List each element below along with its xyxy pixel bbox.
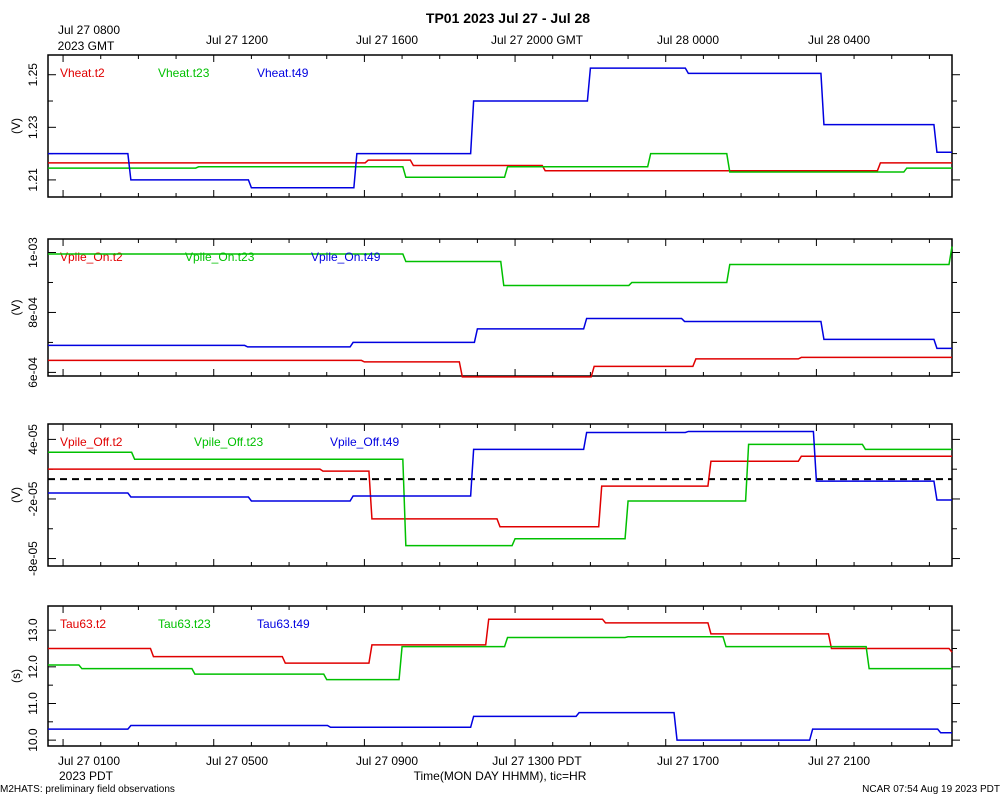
y-tick-label: 13.0 [26, 618, 40, 642]
legend-label-Tau63.t23: Tau63.t23 [158, 617, 211, 631]
series-line-Tau63.t23 [48, 636, 952, 681]
plot-frame [47, 423, 953, 567]
series-line-Vpile_On.t23 [48, 246, 953, 287]
y-tick-label: 8e-04 [26, 297, 40, 328]
footer-left: M2HATS: preliminary field observations [0, 784, 175, 795]
series-line-Vpile_On.t49 [48, 317, 952, 350]
panel-3: -8e-05 -2e-05 4e-05 (V) Vpile_Off.t2 Vpile_Of… [9, 423, 960, 576]
bottom-tick-label: Jul 27 1300 PDT [492, 754, 582, 768]
plot-frame [47, 238, 953, 377]
bottom-tick-label: Jul 27 1700 [657, 754, 719, 768]
y-tick-label: 6e-04 [26, 357, 40, 388]
legend-label-Vpile_On.t2: Vpile_On.t2 [60, 250, 123, 264]
top-axis-sublabel: 2023 GMT [58, 39, 115, 53]
series-line-Vpile_Off.t49 [48, 430, 952, 502]
y-tick-label: 12.0 [26, 655, 40, 679]
top-time-axis: Jul 27 0800 Jul 27 1200 Jul 27 1600 Jul 27 … [58, 23, 870, 47]
footer-right: NCAR 07:54 Aug 19 2023 PDT [862, 784, 1000, 795]
legend-label-Vheat.t23: Vheat.t23 [158, 66, 210, 80]
panel-4: 10.0 11.0 12.0 13.0 (s) Tau63.t2 Tau63.t23 Tau6… [9, 605, 960, 752]
y-tick-label: 4e-05 [26, 424, 40, 455]
bottom-time-axis: Jul 27 0100 Jul 27 0500 Jul 27 0900 Jul 27 … [58, 754, 870, 768]
bottom-axis-sublabel: 2023 PDT [59, 769, 114, 783]
y-tick-label: 1.21 [26, 168, 40, 192]
y-axis-label: (V) [9, 118, 23, 134]
plot-frame [47, 605, 953, 747]
y-axis-label: (V) [9, 300, 23, 316]
plot-frame [47, 54, 953, 198]
y-axis-label: (s) [9, 669, 23, 683]
series-line-Vpile_On.t2 [48, 356, 952, 378]
bottom-tick-label: Jul 27 0900 [356, 754, 418, 768]
y-tick-label: 1e-03 [26, 237, 40, 268]
top-tick-label: Jul 27 2000 GMT [491, 33, 584, 47]
series-line-Vheat.t23 [48, 152, 952, 179]
y-tick-label: 1.23 [26, 115, 40, 139]
series-line-Vheat.t2 [48, 159, 952, 172]
top-tick-label: Jul 27 1600 [356, 33, 418, 47]
top-tick-label: Jul 27 1200 [206, 33, 268, 47]
y-axis-label: (V) [9, 487, 23, 503]
y-tick-label: 1.25 [26, 63, 40, 87]
legend-label-Vpile_Off.t2: Vpile_Off.t2 [60, 435, 123, 449]
legend-label-Vheat.t2: Vheat.t2 [60, 66, 105, 80]
series-line-Tau63.t49 [48, 711, 952, 741]
bottom-tick-label: Jul 27 0500 [206, 754, 268, 768]
series-line-Vheat.t49 [48, 67, 952, 189]
y-tick-label: -8e-05 [26, 541, 40, 576]
top-tick-label: Jul 28 0400 [808, 33, 870, 47]
chart-title: TP01 2023 Jul 27 - Jul 28 [426, 10, 590, 26]
y-tick-label: 11.0 [26, 692, 40, 715]
x-axis-label: Time(MON DAY HHMM), tic=HR [414, 769, 587, 783]
legend-label-Tau63.t49: Tau63.t49 [257, 617, 310, 631]
legend-label-Tau63.t2: Tau63.t2 [60, 617, 106, 631]
y-tick-label: 10.0 [26, 728, 40, 752]
top-tick-label: Jul 27 0800 [58, 23, 120, 37]
bottom-tick-label: Jul 27 2100 [808, 754, 870, 768]
legend-label-Vheat.t49: Vheat.t49 [257, 66, 309, 80]
legend-label-Vpile_Off.t49: Vpile_Off.t49 [330, 435, 399, 449]
series-line-Vpile_Off.t2 [48, 455, 952, 528]
series-line-Vpile_Off.t23 [48, 443, 952, 547]
top-tick-label: Jul 28 0000 [657, 33, 719, 47]
y-tick-label: -2e-05 [26, 481, 40, 516]
legend-label-Vpile_On.t23: Vpile_On.t23 [185, 250, 255, 264]
bottom-tick-label: Jul 27 0100 [58, 754, 120, 768]
panel-2: 6e-04 8e-04 1e-03 (V) Vpile_On.t2 Vpile_On.t2… [9, 237, 960, 388]
legend-label-Vpile_Off.t23: Vpile_Off.t23 [194, 435, 263, 449]
series-line-Tau63.t2 [48, 618, 953, 664]
legend-label-Vpile_On.t49: Vpile_On.t49 [311, 250, 381, 264]
panel-1: 1.21 1.23 1.25 (V) Vheat.t2 Vheat.t23 Vheat.t4… [9, 54, 960, 198]
panels: 1.21 1.23 1.25 (V) Vheat.t2 Vheat.t23 Vheat.t4… [9, 54, 960, 752]
